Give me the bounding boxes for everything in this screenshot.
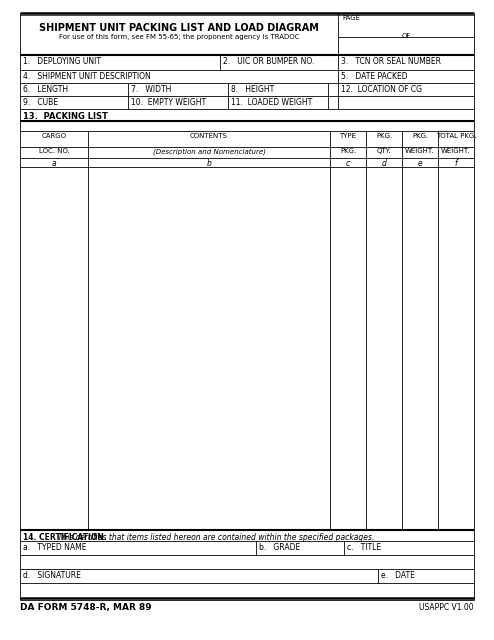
- Text: 8.   HEIGHT: 8. HEIGHT: [231, 85, 274, 94]
- Text: 12.  LOCATION OF CG: 12. LOCATION OF CG: [341, 85, 422, 94]
- Text: 7.   WIDTH: 7. WIDTH: [131, 85, 171, 94]
- Text: d: d: [381, 159, 386, 168]
- Text: a.   TYPED NAME: a. TYPED NAME: [23, 543, 86, 552]
- Text: QTY.: QTY.: [376, 148, 391, 154]
- Text: 4.   SHIPMENT UNIT DESCRIPTION: 4. SHIPMENT UNIT DESCRIPTION: [23, 72, 151, 81]
- Text: e: e: [417, 159, 422, 168]
- Text: PAGE: PAGE: [342, 15, 360, 21]
- Text: b.   GRADE: b. GRADE: [259, 543, 300, 552]
- Text: 3.   TCN OR SEAL NUMBER: 3. TCN OR SEAL NUMBER: [341, 57, 441, 66]
- Text: c.   TITLE: c. TITLE: [347, 543, 381, 552]
- Text: PKG.: PKG.: [376, 133, 392, 139]
- Text: (Description and Nomenclature): (Description and Nomenclature): [153, 148, 265, 155]
- Text: CARGO: CARGO: [41, 133, 67, 139]
- Text: a: a: [52, 159, 56, 168]
- Text: b: b: [206, 159, 211, 168]
- Text: This certifies that items listed hereon are contained within the specified packa: This certifies that items listed hereon …: [53, 533, 374, 542]
- Text: c: c: [346, 159, 350, 168]
- Text: WEIGHT.: WEIGHT.: [441, 148, 471, 154]
- Text: TOTAL PKG.: TOTAL PKG.: [436, 133, 476, 139]
- Text: 13.  PACKING LIST: 13. PACKING LIST: [23, 112, 108, 121]
- Text: PKG.: PKG.: [340, 148, 356, 154]
- Text: LOC. NO.: LOC. NO.: [39, 148, 70, 154]
- Text: OF: OF: [401, 33, 411, 39]
- Text: USAPPC V1.00: USAPPC V1.00: [419, 603, 474, 612]
- Text: CONTENTS: CONTENTS: [190, 133, 228, 139]
- Text: 2.   UIC OR BUMPER NO.: 2. UIC OR BUMPER NO.: [223, 57, 314, 66]
- Text: WEIGHT.: WEIGHT.: [405, 148, 435, 154]
- Text: SHIPMENT UNIT PACKING LIST AND LOAD DIAGRAM: SHIPMENT UNIT PACKING LIST AND LOAD DIAG…: [39, 23, 319, 33]
- Text: 1.   DEPLOYING UNIT: 1. DEPLOYING UNIT: [23, 57, 101, 66]
- Text: f: f: [454, 159, 457, 168]
- Text: 6.   LENGTH: 6. LENGTH: [23, 85, 68, 94]
- Text: DA FORM 5748-R, MAR 89: DA FORM 5748-R, MAR 89: [20, 603, 152, 612]
- Text: 11.  LOADED WEIGHT: 11. LOADED WEIGHT: [231, 98, 312, 107]
- Text: d.   SIGNATURE: d. SIGNATURE: [23, 571, 81, 580]
- Text: PKG.: PKG.: [412, 133, 428, 139]
- Text: e.   DATE: e. DATE: [381, 571, 415, 580]
- Text: 5.   DATE PACKED: 5. DATE PACKED: [341, 72, 408, 81]
- Text: 9.   CUBE: 9. CUBE: [23, 98, 58, 107]
- Text: For use of this form, see FM 55-65; the proponent agency is TRADOC: For use of this form, see FM 55-65; the …: [59, 34, 299, 40]
- Text: TYPE: TYPE: [339, 133, 357, 139]
- Text: 10.  EMPTY WEIGHT: 10. EMPTY WEIGHT: [131, 98, 206, 107]
- Text: 14. CERTIFICATION.: 14. CERTIFICATION.: [23, 533, 107, 542]
